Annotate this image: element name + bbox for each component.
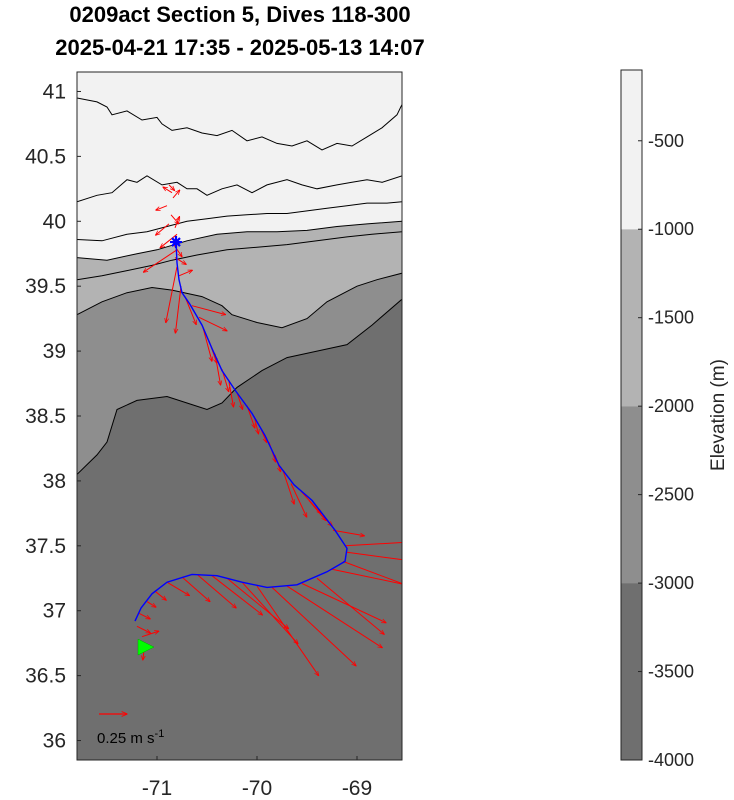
chart-subtitle: 2025-04-21 17:35 - 2025-05-13 14:07 [55, 35, 424, 60]
colorbar-tick-label: -1500 [648, 308, 694, 328]
depth-bands [77, 220, 402, 760]
velocity-arrow [202, 327, 212, 362]
velocity-arrow [172, 190, 180, 199]
x-axis-ticks: -71 -70 -69 [142, 756, 372, 800]
y-tick-label: 39.5 [25, 275, 66, 298]
velocity-arrow [290, 483, 307, 518]
colorbar-ticks: -4000 -3500 -3000 -2500 -2000 -1500 -1000 -500 [638, 131, 694, 770]
vector-key-label: 0.25 m s-1 [97, 728, 164, 747]
velocity-vectors [136, 184, 402, 676]
velocity-arrow [143, 249, 178, 272]
y-tick-label: 37.5 [25, 535, 66, 558]
colorbar-tick-label: -4000 [648, 750, 694, 770]
chart-title: 0209act Section 5, Dives 118-300 [69, 2, 410, 27]
depth-band-neg3000 [77, 298, 402, 760]
velocity-arrow [236, 392, 243, 410]
x-tick-label: -69 [342, 777, 372, 800]
velocity-arrow [178, 270, 192, 277]
y-tick-label: 36 [43, 730, 66, 753]
velocity-arrow [214, 353, 221, 385]
velocity-arrow [196, 574, 236, 608]
velocity-arrow [271, 587, 356, 665]
x-tick-label: -71 [142, 777, 172, 800]
x-tick-label: -70 [242, 777, 272, 800]
velocity-arrow [181, 576, 210, 602]
velocity-arrow [346, 551, 402, 561]
velocity-arrow [198, 316, 227, 331]
velocity-arrow [160, 233, 178, 247]
end-marker [137, 638, 155, 656]
colorbar-tick-label: -2000 [648, 396, 694, 416]
colorbar-tick-label: -1000 [648, 219, 694, 239]
velocity-arrow [228, 382, 234, 407]
velocity-arrow [141, 631, 159, 638]
colorbar-level [621, 406, 642, 584]
velocity-arrow [174, 217, 180, 228]
velocity-arrow [342, 560, 402, 585]
velocity-arrow [154, 590, 166, 600]
contour-line [77, 97, 402, 151]
y-tick-label: 40.5 [25, 145, 66, 168]
velocity-arrow [226, 577, 289, 628]
y-tick-label: 36.5 [25, 665, 66, 688]
contour-line [77, 175, 402, 203]
depth-contours [77, 97, 402, 281]
colorbar-tick-label: -2500 [648, 485, 694, 505]
track-markers [137, 236, 182, 656]
y-tick-label: 41 [43, 80, 66, 103]
y-tick-label: 40 [43, 210, 66, 233]
colorbar: -4000-3500-3000-2500-2000-1500-1000-500 … [620, 69, 729, 770]
colorbar-tick-label: -500 [648, 131, 684, 151]
velocity-arrow [286, 585, 382, 648]
velocity-arrow [332, 529, 364, 536]
colorbar-level [621, 70, 642, 230]
map-plot-area [77, 72, 402, 760]
colorbar-frame [620, 69, 643, 761]
velocity-arrow [301, 583, 386, 623]
velocity-arrow [282, 470, 294, 505]
y-tick-label: 38.5 [25, 405, 66, 428]
glider-track [134, 240, 348, 622]
colorbar-label: Elevation (m) [708, 359, 729, 471]
velocity-arrow [166, 266, 178, 323]
velocity-arrow [172, 243, 182, 256]
velocity-arrow [168, 184, 175, 191]
velocity-arrow [163, 187, 173, 194]
colorbar-level [621, 229, 642, 407]
colorbar-levels [621, 70, 642, 760]
velocity-arrow [138, 612, 150, 619]
velocity-arrow [175, 286, 182, 333]
velocity-arrow [191, 305, 226, 315]
velocity-arrow [146, 601, 156, 608]
velocity-arrow [256, 585, 319, 676]
colorbar-tick-label: -3500 [648, 662, 694, 682]
velocity-arrow [166, 581, 189, 595]
vector-key: 0.25 m s-1 [97, 714, 164, 747]
velocity-arrow [184, 296, 196, 325]
y-tick-label: 39 [43, 340, 66, 363]
velocity-arrow [211, 575, 262, 615]
velocity-arrow [331, 568, 402, 585]
contour-line [77, 231, 402, 281]
velocity-arrow [136, 625, 150, 633]
colorbar-tick-label: -3000 [648, 573, 694, 593]
y-axis-ticks: 36 36.5 37 37.5 38 38.5 39 39.5 40 40.5 41 [25, 80, 81, 753]
y-tick-label: 38 [43, 470, 66, 493]
y-tick-label: 37 [43, 600, 66, 623]
velocity-arrow [156, 205, 168, 211]
velocity-arrow [344, 542, 402, 547]
velocity-arrow [156, 223, 170, 235]
start-marker [170, 236, 182, 249]
contour-line [77, 201, 402, 242]
colorbar-level [621, 583, 642, 760]
